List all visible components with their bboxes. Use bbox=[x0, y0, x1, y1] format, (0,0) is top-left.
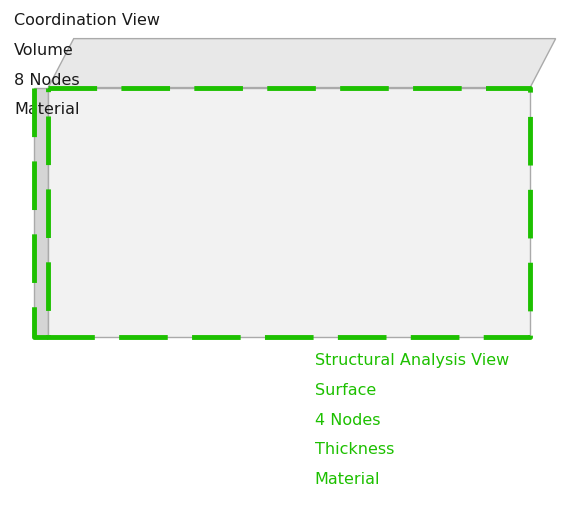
Text: Structural Analysis View: Structural Analysis View bbox=[315, 353, 509, 368]
Text: Surface: Surface bbox=[315, 383, 376, 398]
Text: Volume: Volume bbox=[14, 43, 74, 58]
Polygon shape bbox=[34, 88, 48, 337]
Text: Material: Material bbox=[315, 472, 380, 487]
Text: 4 Nodes: 4 Nodes bbox=[315, 413, 380, 427]
Polygon shape bbox=[48, 39, 556, 88]
Text: Thickness: Thickness bbox=[315, 442, 394, 457]
Text: 8 Nodes: 8 Nodes bbox=[14, 73, 80, 88]
Text: Coordination View: Coordination View bbox=[14, 13, 160, 28]
Text: Material: Material bbox=[14, 102, 80, 117]
Polygon shape bbox=[48, 88, 530, 337]
